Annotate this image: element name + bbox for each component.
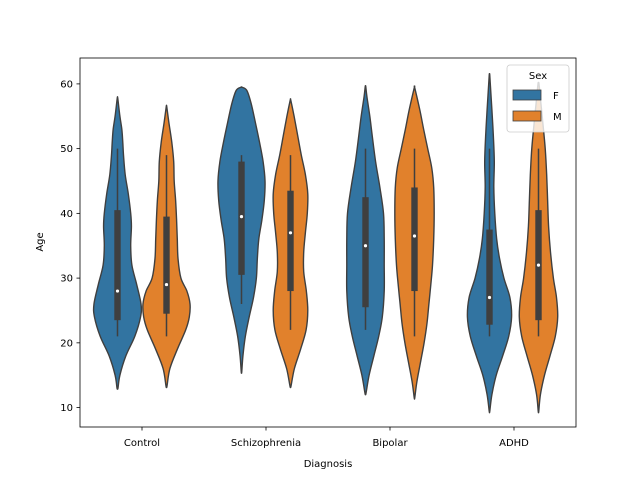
y-tick-label: 40 (60, 209, 73, 220)
median-point-m-control (164, 282, 169, 287)
y-axis: 10 20 30 40 50 60 (60, 79, 80, 414)
iqr-box-m-bipolar (411, 187, 418, 292)
boxes-layer (114, 148, 542, 337)
iqr-box-f-control (114, 210, 121, 321)
median-point-m-schizophrenia (288, 231, 293, 235)
median-point-f-schizophrenia (239, 215, 244, 219)
median-point-m-bipolar (412, 234, 417, 238)
y-tick-label: 10 (60, 403, 73, 414)
iqr-box-f-adhd (486, 229, 493, 325)
legend-title: Sex (529, 71, 547, 82)
legend-entries: FM (512, 89, 562, 123)
median-point-f-control (115, 289, 120, 293)
y-axis-label: Age (35, 232, 46, 251)
legend-label-m: M (553, 112, 562, 123)
legend-swatch-f (512, 89, 542, 101)
median-point-m-adhd (536, 263, 541, 267)
x-tick-label: Bipolar (372, 438, 408, 449)
x-tick-label: Control (124, 438, 160, 449)
median-point-f-bipolar (363, 244, 368, 248)
x-axis: Control Schizophrenia Bipolar ADHD (124, 427, 529, 449)
x-tick-label: Schizophrenia (231, 438, 301, 449)
plot-frame (79, 57, 577, 428)
iqr-box-f-bipolar (362, 197, 369, 308)
y-tick-label: 60 (60, 79, 73, 90)
y-tick-label: 30 (60, 274, 73, 285)
y-tick-label: 20 (60, 338, 73, 349)
legend-label-f: F (553, 91, 559, 102)
x-axis-label: Diagnosis (304, 459, 353, 470)
iqr-box-m-schizophrenia (287, 190, 294, 292)
y-tick-label: 50 (60, 144, 73, 155)
legend-swatch-m (512, 110, 542, 122)
iqr-box-m-control (163, 216, 170, 314)
median-point-f-adhd (487, 295, 492, 300)
iqr-box-f-schizophrenia (238, 161, 245, 275)
legend: Sex FM (506, 64, 570, 133)
x-tick-label: ADHD (499, 438, 529, 449)
